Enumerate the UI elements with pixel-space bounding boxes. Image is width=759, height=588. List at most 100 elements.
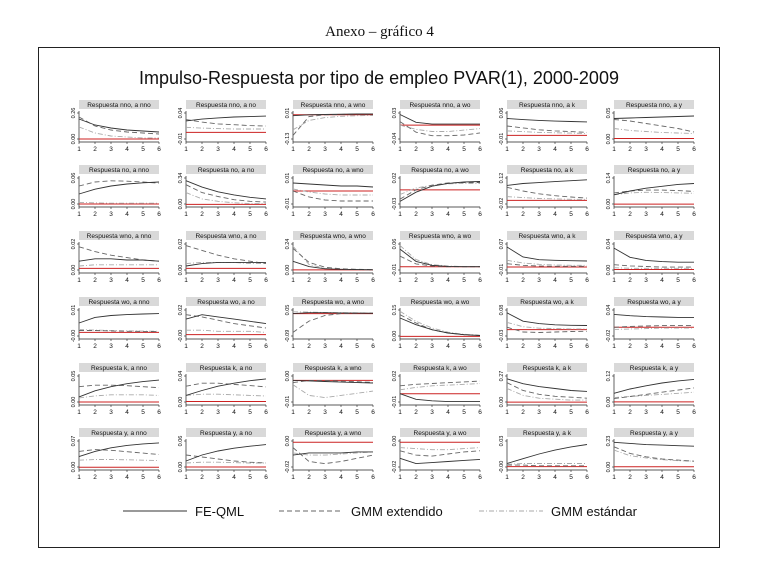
x-tick-label: 5 [355, 277, 359, 284]
y-tick-label: 0.04 [606, 305, 612, 316]
series-line-fe [292, 379, 374, 384]
panel-title: Respuesta wno, a wo [409, 233, 472, 240]
x-tick-label: 2 [414, 343, 418, 350]
x-tick-label: 5 [569, 409, 573, 416]
x-tick-label: 2 [521, 211, 525, 218]
x-tick-label: 2 [521, 277, 525, 284]
x-tick-label: 5 [462, 474, 466, 481]
y-tick-label: 0.05 [606, 108, 612, 119]
x-tick-label: 6 [585, 277, 589, 284]
x-tick-label: 2 [200, 409, 204, 416]
series-line-fe [292, 113, 373, 117]
series-line-gmm-std [613, 449, 695, 462]
panel-title: Respuesta no, a nno [89, 167, 149, 174]
x-tick-label: 3 [537, 343, 541, 350]
series-line-fe [506, 118, 588, 123]
x-tick-label: 6 [371, 277, 375, 284]
y-tick-label: 0.00 [71, 397, 77, 408]
series-line-gmm-std [292, 115, 374, 131]
x-tick-label: 2 [414, 474, 418, 481]
x-tick-label: 3 [430, 343, 434, 350]
x-tick-label: 4 [339, 409, 343, 416]
series-line-fe [78, 118, 160, 133]
x-tick-label: 6 [692, 343, 696, 350]
panel-title-strip [186, 100, 266, 109]
x-tick-label: 5 [248, 409, 252, 416]
series-line-gmm-ext [78, 180, 160, 187]
series-line-gmm-std [78, 394, 160, 399]
panel-title: Respuesta y, a no [200, 430, 252, 437]
panel-title: Respuesta no, a k [521, 167, 574, 174]
x-tick-label: 1 [291, 343, 295, 350]
series-line-fe [78, 258, 160, 262]
x-tick-label: 5 [141, 409, 145, 416]
x-tick-label: 4 [125, 409, 129, 416]
panel-title: Respuesta no, a y [628, 167, 681, 174]
series-line-gmm-ext [613, 189, 695, 194]
x-tick-label: 6 [264, 277, 268, 284]
series-line-fe [506, 444, 588, 464]
panel-title: Respuesta wno, a wno [300, 233, 366, 240]
x-tick-label: 4 [660, 277, 664, 284]
panel-title-strip [614, 231, 694, 240]
x-tick-label: 6 [478, 343, 482, 350]
series-line-gmm-ext [292, 190, 373, 202]
x-tick-label: 6 [478, 146, 482, 153]
y-tick-label: 0.00 [606, 134, 612, 145]
x-tick-label: 1 [505, 277, 509, 284]
series-line-gmm-std [78, 126, 159, 139]
y-tick-label: 0.01 [71, 305, 77, 316]
series-line-gmm-std [506, 388, 587, 401]
irf-chart: Impulso-Respuesta por tipo de empleo PVA… [71, 68, 696, 519]
y-tick-label: -0.03 [499, 330, 505, 343]
x-tick-label: 1 [291, 211, 295, 218]
x-tick-label: 5 [141, 474, 145, 481]
x-tick-label: 4 [553, 277, 557, 284]
y-tick-label: 0.14 [606, 173, 612, 184]
x-tick-label: 4 [232, 474, 236, 481]
panel-title: Respuesta y, a k [523, 430, 572, 437]
x-tick-label: 6 [692, 211, 696, 218]
x-tick-label: 1 [612, 277, 616, 284]
y-tick-label: 0.08 [499, 305, 505, 316]
x-tick-label: 4 [446, 343, 450, 350]
series-line-gmm-std [399, 245, 480, 268]
panel-title-strip [79, 363, 159, 372]
x-tick-label: 6 [157, 277, 161, 284]
x-tick-label: 2 [200, 146, 204, 153]
x-tick-label: 1 [398, 277, 402, 284]
x-tick-label: 6 [585, 409, 589, 416]
panel-title: Respuesta k, a wo [413, 365, 467, 372]
panel-title: Respuesta wo, a y [627, 299, 681, 306]
x-tick-label: 2 [93, 343, 97, 350]
y-tick-label: 0.03 [392, 108, 398, 119]
y-tick-label: -0.02 [285, 461, 291, 474]
x-tick-label: 4 [125, 146, 129, 153]
panel-title-strip [79, 165, 159, 174]
y-tick-label: 0.24 [285, 239, 291, 250]
x-tick-label: 3 [216, 146, 220, 153]
x-tick-label: 4 [553, 409, 557, 416]
panel-title-strip [400, 428, 480, 437]
y-tick-label: -0.04 [392, 133, 398, 146]
x-tick-label: 2 [200, 343, 204, 350]
x-tick-label: 4 [553, 146, 557, 153]
series-line-fe [78, 313, 160, 324]
x-tick-label: 4 [339, 211, 343, 218]
series-line-gmm-std [399, 447, 481, 451]
y-tick-label: 0.26 [71, 108, 77, 119]
y-tick-label: 0.01 [285, 108, 291, 119]
x-tick-label: 1 [398, 343, 402, 350]
y-tick-label: 0.02 [392, 371, 398, 382]
series-line-fe [613, 183, 695, 196]
series-line-gmm-ext [185, 314, 267, 329]
x-tick-label: 3 [430, 409, 434, 416]
x-tick-label: 4 [660, 343, 664, 350]
panel-title-strip [400, 363, 480, 372]
y-tick-label: -0.03 [392, 198, 398, 211]
x-tick-label: 6 [371, 343, 375, 350]
x-tick-label: 4 [232, 211, 236, 218]
x-tick-label: 4 [232, 146, 236, 153]
series-line-gmm-ext [613, 446, 695, 462]
y-tick-label: 0.07 [71, 436, 77, 447]
